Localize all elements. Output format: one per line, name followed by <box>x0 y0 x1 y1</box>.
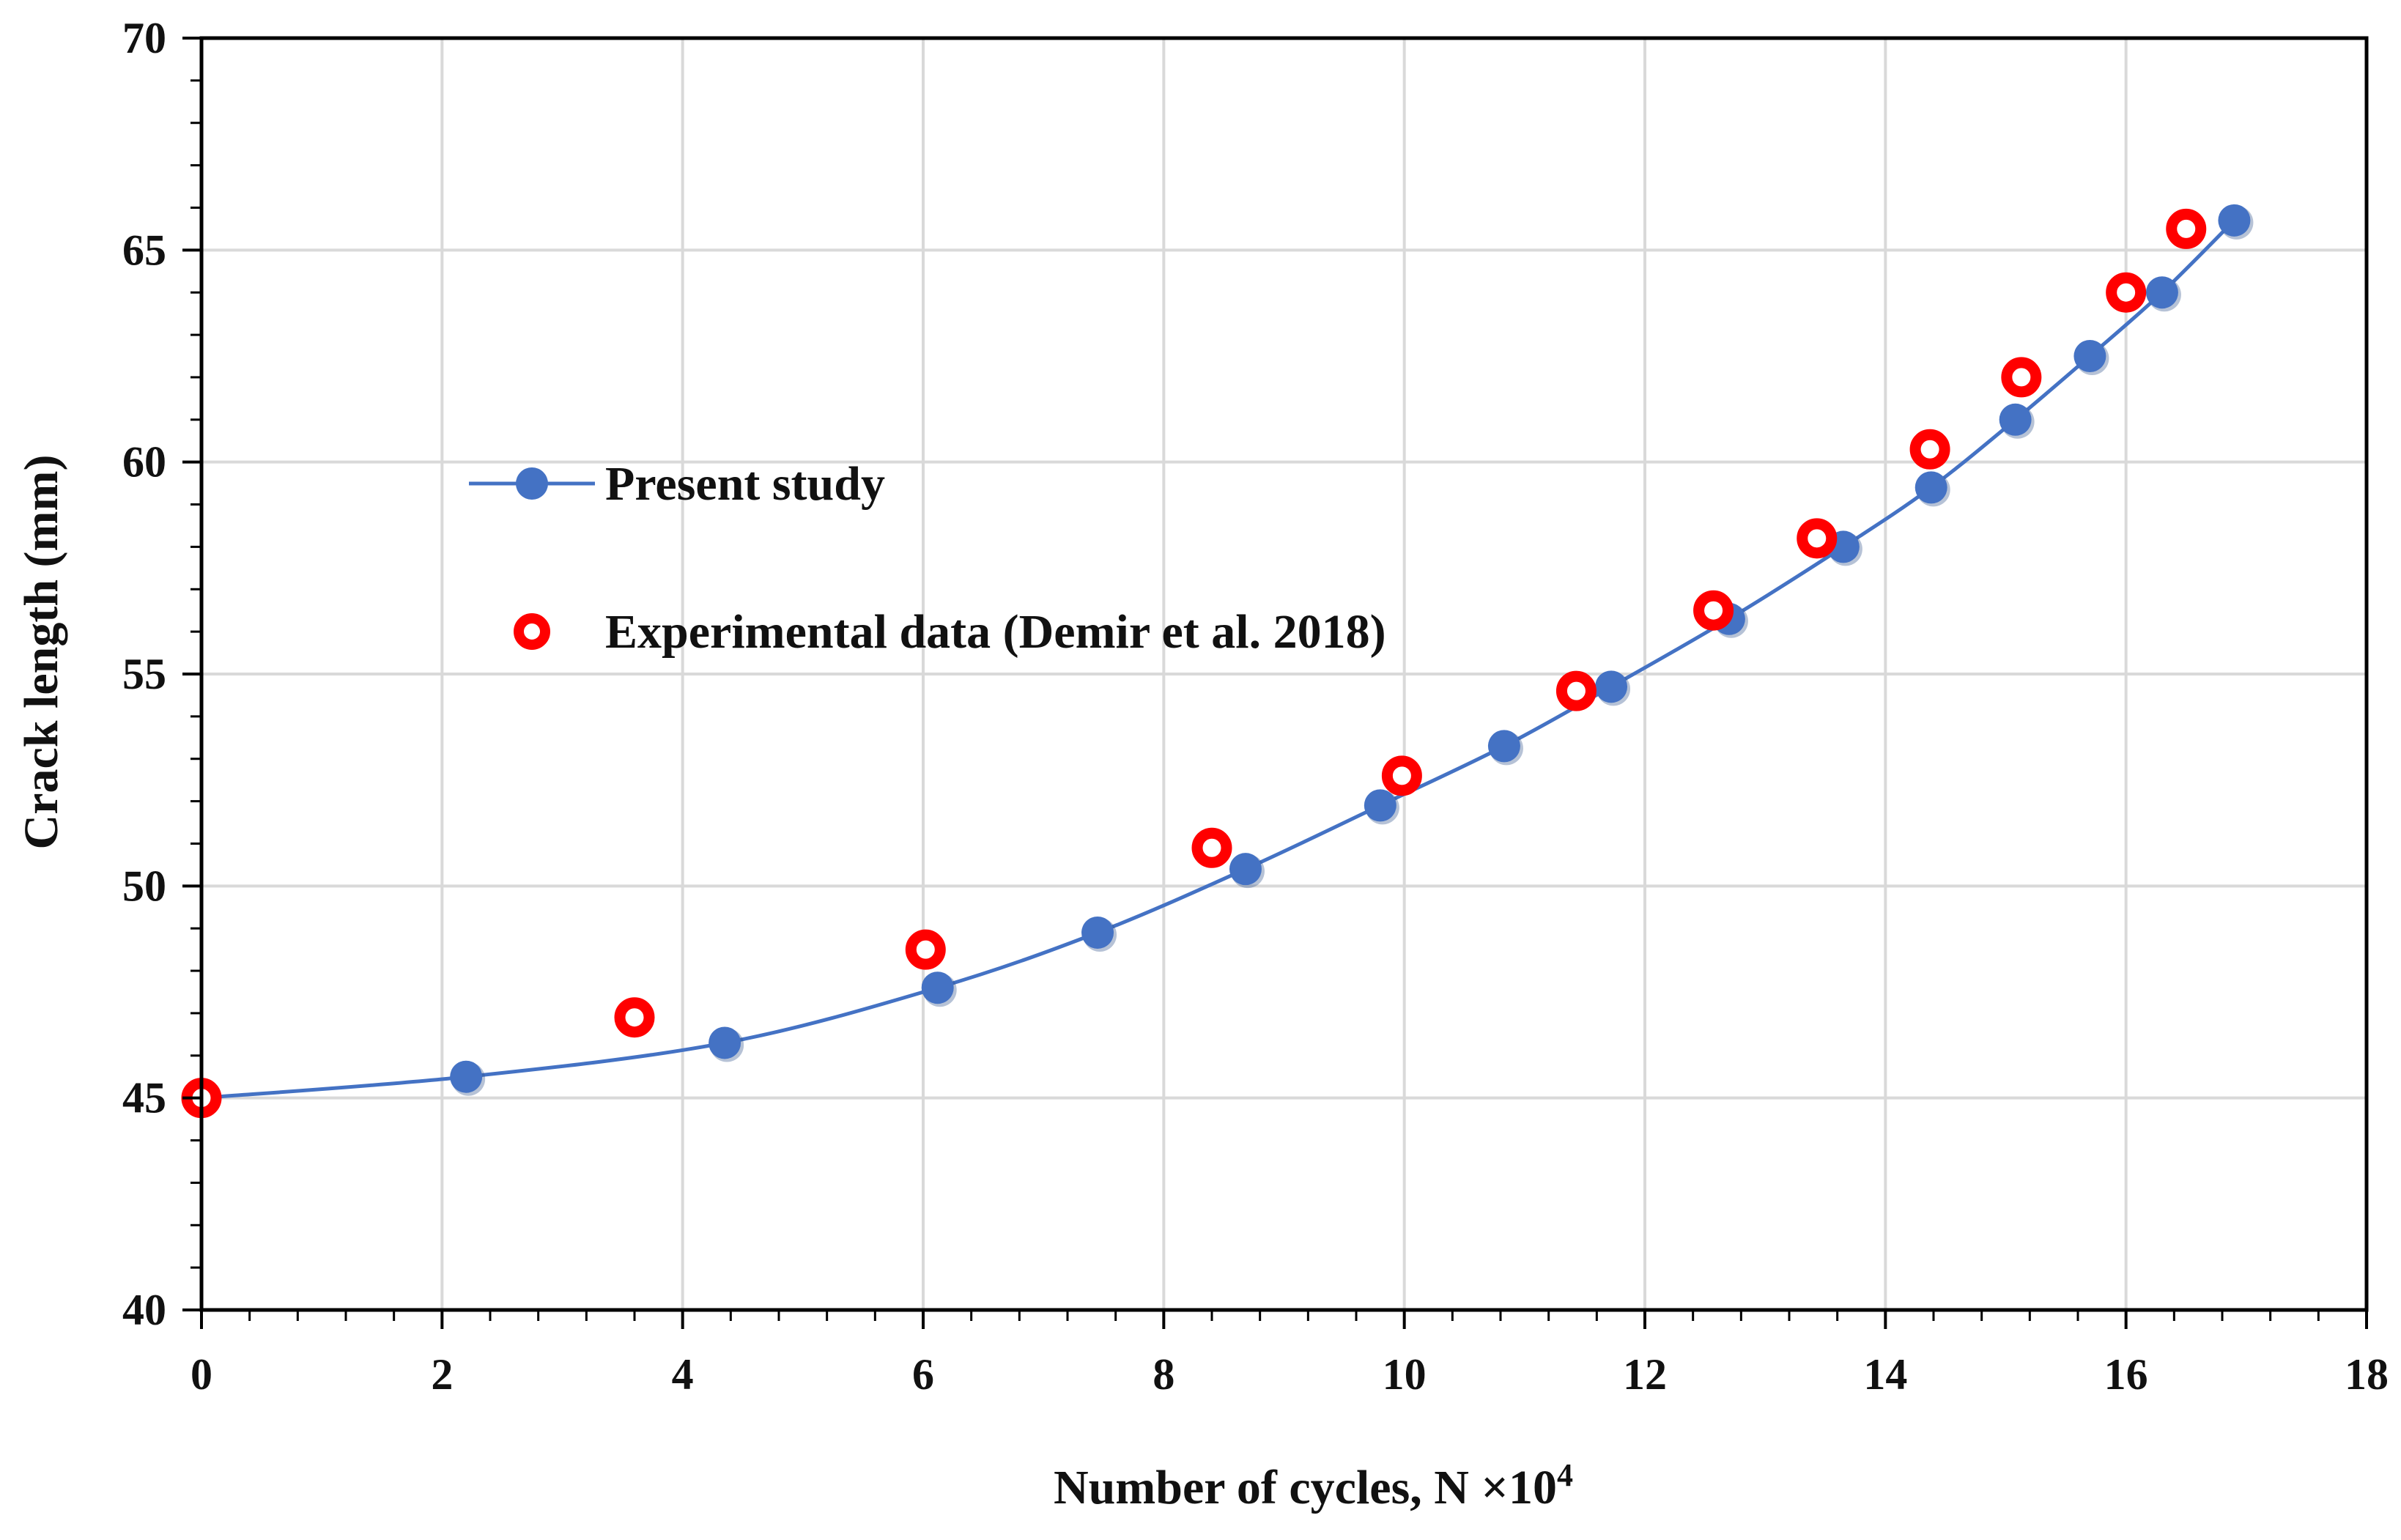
data-point-experimental <box>2166 208 2207 249</box>
x-axis-title: Number of cycles, N ×104 <box>1054 1457 1573 1514</box>
x-tick-label: 2 <box>431 1350 453 1399</box>
x-tick-label: 0 <box>190 1350 212 1399</box>
y-axis-title: Crack length (mm) <box>15 455 68 850</box>
data-point-present-study <box>2073 340 2106 372</box>
legend: Present study Experimental data (Demir e… <box>469 457 1386 659</box>
y-tick-label: 70 <box>122 14 166 62</box>
y-tick-label: 55 <box>122 650 166 698</box>
data-point-present-study <box>1999 403 2032 436</box>
data-point-experimental <box>1381 755 1422 796</box>
x-axis-title-superscript: 4 <box>1557 1457 1573 1493</box>
data-point-experimental <box>1555 670 1597 711</box>
data-point-experimental <box>1191 827 1232 868</box>
data-point-present-study <box>2218 204 2251 237</box>
data-point-present-study <box>1914 471 1947 504</box>
y-tick-label: 50 <box>122 862 166 910</box>
tick-labels: 0 2 4 6 8 10 12 14 16 18 40 45 50 55 60 65 70 <box>122 14 2389 1399</box>
data-point-present-study <box>1595 670 1628 703</box>
x-tick-label: 6 <box>912 1350 934 1399</box>
data-point-experimental <box>1797 518 1838 559</box>
data-point-present-study <box>709 1026 741 1059</box>
legend-marker-experimental <box>514 613 550 650</box>
legend-label-experimental: Experimental data (Demir et al. 2018) <box>605 605 1386 659</box>
data-point-present-study <box>921 971 954 1004</box>
data-point-present-study <box>1081 916 1114 949</box>
x-tick-label: 18 <box>2345 1350 2389 1399</box>
y-tick-label: 60 <box>122 438 166 486</box>
data-point-present-study <box>1487 730 1520 763</box>
x-tick-label: 16 <box>2104 1350 2148 1399</box>
x-tick-label: 10 <box>1383 1350 1427 1399</box>
y-tick-label: 40 <box>122 1286 166 1334</box>
x-tick-label: 8 <box>1153 1350 1174 1399</box>
y-tick-label: 65 <box>122 226 166 274</box>
x-tick-label: 4 <box>672 1350 694 1399</box>
x-tick-label: 12 <box>1623 1350 1667 1399</box>
y-tick-label: 45 <box>122 1074 166 1122</box>
axis-ticks <box>182 37 2368 1329</box>
legend-marker-present-study <box>516 467 548 500</box>
data-point-experimental <box>614 997 655 1038</box>
data-point-experimental <box>2001 357 2042 398</box>
x-tick-label: 14 <box>1863 1350 1907 1399</box>
data-point-experimental <box>1909 429 1950 470</box>
data-point-experimental <box>1693 590 1734 631</box>
data-point-present-study <box>450 1060 483 1093</box>
data-point-present-study <box>1229 853 1262 886</box>
data-point-experimental <box>905 929 946 970</box>
data-point-present-study <box>2145 276 2178 309</box>
data-point-experimental <box>2106 272 2147 313</box>
x-axis-title-text: Number of cycles, N ×10 <box>1054 1461 1557 1514</box>
legend-label-present-study: Present study <box>605 457 885 511</box>
data-point-present-study <box>1364 789 1396 822</box>
